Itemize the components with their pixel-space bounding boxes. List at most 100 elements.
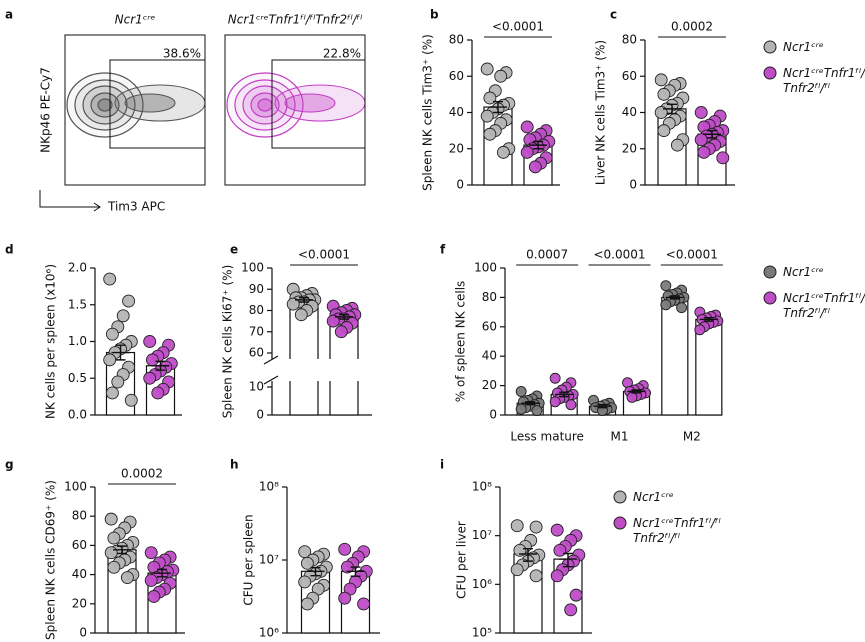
data-point bbox=[294, 308, 308, 322]
error-bar bbox=[153, 568, 171, 578]
y-tick-label: 80 bbox=[622, 33, 637, 47]
data-point bbox=[676, 302, 688, 314]
data-point bbox=[494, 69, 508, 83]
p-value: <0.0001 bbox=[593, 248, 645, 262]
data-point bbox=[286, 297, 300, 311]
y-axis-label: CFU per spleen bbox=[242, 514, 256, 605]
legend-label-line: Ncr1ᶜʳᵉ bbox=[783, 265, 824, 279]
panel-letter: g bbox=[5, 458, 14, 472]
data-point bbox=[124, 393, 138, 407]
data-point bbox=[564, 603, 578, 617]
p-value: 0.0002 bbox=[121, 467, 163, 481]
data-point bbox=[111, 375, 125, 389]
contour bbox=[284, 93, 336, 113]
panel-letter: i bbox=[440, 458, 444, 472]
data-point bbox=[660, 280, 672, 292]
y-tick-label: 10⁵ bbox=[472, 626, 492, 640]
contour bbox=[74, 79, 136, 131]
legend-label-line: Ncr1ᶜʳᵉTnfr1ᶠˡ/ᶠˡ bbox=[783, 291, 865, 305]
data-point bbox=[483, 127, 497, 141]
y-tick-label: 80 bbox=[449, 33, 464, 47]
panel-letter: h bbox=[230, 458, 239, 472]
y-tick-label: 10⁷ bbox=[472, 528, 492, 542]
plot-title: Ncr1ᶜʳᵉ bbox=[115, 13, 156, 27]
data-point bbox=[657, 124, 671, 138]
y-tick-label: 0 bbox=[456, 178, 464, 192]
legend-marker bbox=[613, 516, 627, 530]
data-point bbox=[120, 571, 134, 584]
data-point bbox=[549, 372, 561, 384]
x-tick-label: M1 bbox=[611, 430, 629, 444]
contour bbox=[242, 85, 288, 125]
legend-marker bbox=[763, 40, 777, 54]
panel-letter: e bbox=[230, 243, 238, 257]
error-bar bbox=[519, 547, 537, 562]
y-tick-label: 0 bbox=[489, 408, 497, 422]
error-bar bbox=[593, 404, 612, 409]
data-point bbox=[480, 62, 494, 76]
y-tick-label: 40 bbox=[482, 349, 497, 363]
y-tick-label: 60 bbox=[449, 69, 464, 83]
y-tick-label: 10⁷ bbox=[259, 553, 279, 567]
legend-label: Ncr1ᶜʳᵉTnfr1ᶠˡ/ᶠˡ Tnfr2ᶠˡ/ᶠˡ bbox=[783, 291, 865, 320]
y-tick-label: 20 bbox=[72, 596, 87, 610]
legend-marker bbox=[763, 291, 777, 305]
gate-label: 22.8% bbox=[323, 47, 361, 61]
y-tick-label: 60 bbox=[622, 69, 637, 83]
y-tick-label: 10⁸ bbox=[472, 480, 492, 494]
data-point bbox=[143, 335, 157, 348]
error-bar bbox=[663, 103, 681, 115]
data-point bbox=[529, 520, 543, 534]
p-value: 0.0002 bbox=[671, 20, 713, 34]
data-point bbox=[107, 560, 121, 574]
data-point bbox=[510, 519, 524, 533]
y-axis-label: Liver NK cells Tim3⁺ (%) bbox=[594, 40, 608, 185]
data-point bbox=[510, 563, 524, 577]
contour bbox=[124, 93, 176, 113]
data-point bbox=[151, 386, 165, 400]
contour bbox=[234, 79, 296, 131]
error-bar bbox=[113, 545, 131, 555]
error-bar bbox=[489, 100, 507, 114]
error-bar bbox=[521, 401, 540, 406]
data-point bbox=[520, 120, 534, 134]
y-axis-label: CFU per liver bbox=[455, 521, 469, 599]
x-tick-label: M2 bbox=[683, 430, 701, 444]
y-tick-label: 60 bbox=[72, 538, 87, 552]
y-axis-label: Spleen NK cells Ki67⁺ (%) bbox=[221, 265, 235, 419]
data-point bbox=[660, 299, 672, 311]
error-bar bbox=[559, 552, 577, 568]
data-point bbox=[104, 512, 118, 526]
panel-letter: c bbox=[610, 8, 617, 22]
data-point bbox=[144, 573, 158, 587]
data-point bbox=[300, 597, 314, 611]
y-tick-label: 0 bbox=[79, 626, 87, 640]
data-point bbox=[520, 145, 534, 159]
panel-letter: b bbox=[430, 8, 439, 22]
p-value: <0.0001 bbox=[298, 248, 350, 262]
gate bbox=[109, 59, 206, 149]
y-tick-label: 20 bbox=[482, 378, 497, 392]
y-axis-label: % of spleen NK cells bbox=[454, 281, 468, 403]
data-point bbox=[338, 591, 352, 605]
contour bbox=[226, 72, 304, 138]
data-point bbox=[357, 597, 371, 611]
legend-label: Ncr1ᶜʳᵉTnfr1ᶠˡ/ᶠˡ Tnfr2ᶠˡ/ᶠˡ bbox=[633, 516, 721, 545]
y-tick-label: 10⁸ bbox=[259, 480, 279, 494]
y-tick-label: 0.5 bbox=[68, 371, 87, 385]
x-tick-label: Less mature bbox=[510, 430, 584, 444]
y-tick-label: 100 bbox=[64, 480, 87, 494]
axis-arrow bbox=[39, 190, 101, 212]
panel-letter: a bbox=[5, 8, 13, 22]
y-tick-label: 100 bbox=[241, 261, 264, 275]
data-point bbox=[531, 405, 543, 417]
y-tick-label: 20 bbox=[449, 141, 464, 155]
y-tick-label: 90 bbox=[249, 282, 264, 296]
error-bar bbox=[703, 129, 721, 139]
error-bar bbox=[111, 344, 130, 361]
data-point bbox=[569, 588, 583, 602]
legend-marker bbox=[763, 265, 777, 279]
data-point bbox=[103, 272, 117, 286]
y-tick-label: 80 bbox=[72, 509, 87, 523]
